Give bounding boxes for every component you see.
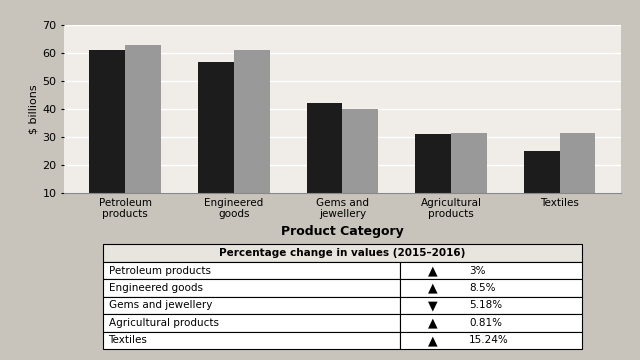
Bar [234, 50, 269, 221]
Text: Engineered goods: Engineered goods [109, 283, 202, 293]
Bar [103, 244, 582, 262]
Text: 0.81%: 0.81% [469, 318, 502, 328]
Bar [415, 134, 451, 221]
Bar [103, 332, 400, 349]
Text: ▼: ▼ [428, 299, 437, 312]
Bar [400, 262, 582, 279]
Text: 5.18%: 5.18% [469, 301, 502, 310]
Text: ▲: ▲ [428, 282, 437, 294]
Bar [451, 133, 487, 221]
Text: ▲: ▲ [428, 334, 437, 347]
Text: ▲: ▲ [428, 264, 437, 277]
Text: Gems and jewellery: Gems and jewellery [109, 301, 212, 310]
Bar [524, 151, 559, 221]
Bar [90, 50, 125, 221]
Bar [559, 133, 595, 221]
Bar [400, 297, 582, 314]
Text: 8.5%: 8.5% [469, 283, 495, 293]
Text: Percentage change in values (2015–2016): Percentage change in values (2015–2016) [220, 248, 465, 258]
Bar [400, 279, 582, 297]
Text: Agricultural products: Agricultural products [109, 318, 218, 328]
Bar [307, 103, 342, 221]
Bar [103, 297, 400, 314]
Bar [103, 262, 400, 279]
Text: 3%: 3% [469, 266, 486, 275]
Bar [103, 314, 400, 332]
Bar [342, 109, 378, 221]
Text: ▲: ▲ [428, 316, 437, 329]
X-axis label: Product Category: Product Category [281, 225, 404, 238]
Bar [103, 279, 400, 297]
Y-axis label: $ billions: $ billions [28, 84, 38, 134]
Bar [400, 332, 582, 349]
Text: 15.24%: 15.24% [469, 336, 509, 346]
Bar [125, 45, 161, 221]
Text: Textiles: Textiles [109, 336, 147, 346]
Bar [198, 62, 234, 221]
Bar [400, 314, 582, 332]
Text: Petroleum products: Petroleum products [109, 266, 211, 275]
